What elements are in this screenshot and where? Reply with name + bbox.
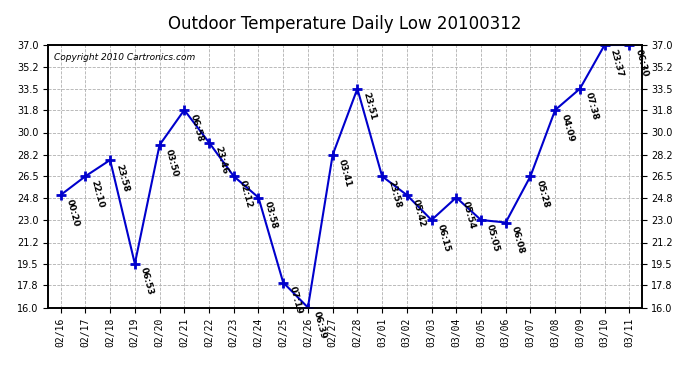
Text: 05:42: 05:42 — [411, 198, 427, 228]
Text: Copyright 2010 Cartronics.com: Copyright 2010 Cartronics.com — [55, 53, 195, 62]
Text: 03:50: 03:50 — [164, 148, 180, 177]
Text: 07:19: 07:19 — [287, 285, 304, 315]
Text: 23:37: 23:37 — [609, 48, 625, 78]
Text: 07:38: 07:38 — [584, 92, 600, 122]
Text: 06:08: 06:08 — [510, 225, 526, 255]
Text: 06:58: 06:58 — [188, 113, 204, 142]
Text: 23:46: 23:46 — [213, 145, 229, 176]
Text: 23:58: 23:58 — [386, 179, 402, 209]
Text: 03:41: 03:41 — [337, 158, 353, 188]
Text: 04:09: 04:09 — [560, 113, 575, 143]
Text: 05:54: 05:54 — [460, 200, 477, 230]
Text: 06:15: 06:15 — [435, 223, 452, 253]
Text: 03:58: 03:58 — [263, 200, 279, 230]
Text: 23:51: 23:51 — [362, 92, 377, 122]
Text: 05:28: 05:28 — [535, 179, 551, 209]
Text: Outdoor Temperature Daily Low 20100312: Outdoor Temperature Daily Low 20100312 — [168, 15, 522, 33]
Text: 23:58: 23:58 — [115, 163, 130, 193]
Text: 00:20: 00:20 — [65, 198, 81, 227]
Text: 02:12: 02:12 — [238, 179, 254, 209]
Text: 06:30: 06:30 — [633, 48, 649, 78]
Text: 06:39: 06:39 — [312, 310, 328, 340]
Text: 22:10: 22:10 — [90, 179, 106, 209]
Text: 05:05: 05:05 — [485, 223, 501, 252]
Text: 06:53: 06:53 — [139, 267, 155, 296]
